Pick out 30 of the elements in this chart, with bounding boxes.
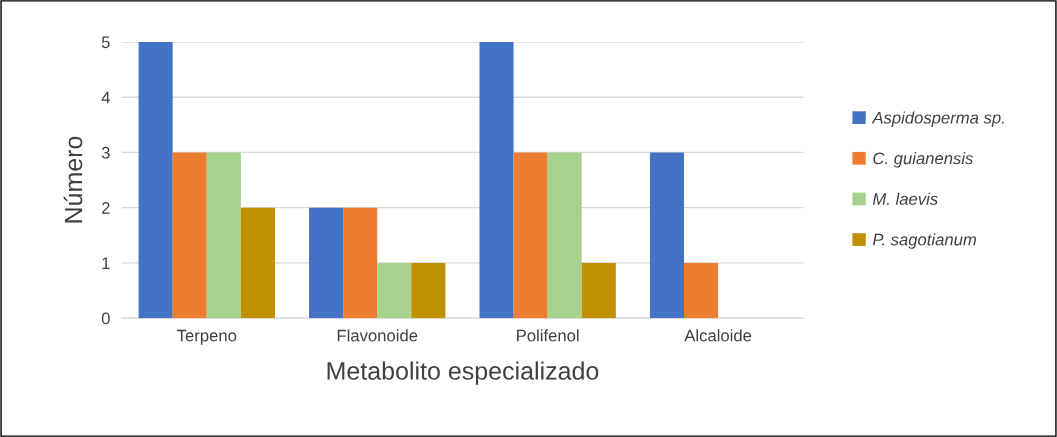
y-tick-label: 4 [101,91,110,104]
bar [240,207,275,319]
bar [172,152,207,319]
y-axis-title: Número [63,136,83,223]
bar [206,152,241,319]
bar [377,262,412,319]
legend-label: C. guianensis [873,152,974,168]
bar [411,262,446,319]
x-tick-label: Polifenol [517,329,579,342]
bar [581,262,616,319]
bar [138,41,173,319]
bar [649,152,685,319]
x-tick-label: Alcaloide [684,329,752,342]
bar [513,152,548,319]
x-tick-label: Terpeno [177,329,237,345]
x-tick-label: Flavonoide [337,329,418,342]
bar [479,41,514,319]
y-tick-label: 2 [102,202,110,214]
x-axis-title: Metabolito especializado [327,361,599,385]
bar [343,207,378,319]
legend-label: Aspidosperma sp. [871,111,1004,127]
y-tick-label: 1 [102,257,110,269]
y-tick-label: 5 [101,36,110,49]
legend-label: P. sagotianum [872,233,977,249]
legend-label: M. laevis [872,192,938,205]
bar [684,262,719,319]
y-tick-label: 3 [101,146,110,159]
bar [547,152,582,319]
bar [309,207,344,319]
y-tick-label: 0 [101,312,110,325]
